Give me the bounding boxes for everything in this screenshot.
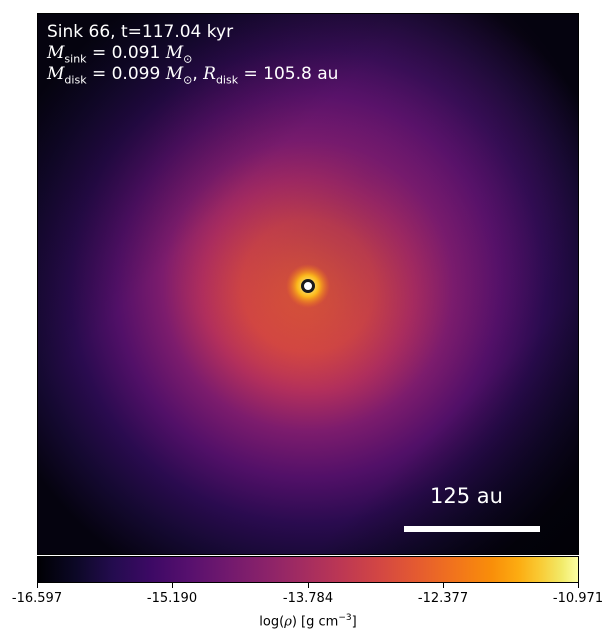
sink-info-line: Sink 66, t=117.04 kyr <box>47 22 234 42</box>
colorbar-tick-label-4: -10.971 <box>552 591 604 606</box>
rdisk-subscript: disk <box>215 73 239 87</box>
msink-subscript: sink <box>64 52 87 66</box>
sink-marker <box>301 279 315 293</box>
msun-symbol: M <box>165 43 184 63</box>
colorbar-tick-3 <box>443 583 444 588</box>
colorbar-tick-label-0: -16.597 <box>11 591 63 606</box>
rdisk-symbol: R <box>203 64 216 84</box>
msink-value: = 0.091 <box>86 43 166 63</box>
mdisk-subscript: disk <box>64 73 87 87</box>
msun-subscript-2: ⊙ <box>183 73 193 87</box>
colorbar-tick-label-3: -12.377 <box>417 591 469 606</box>
scale-bar <box>404 526 540 532</box>
msun-subscript: ⊙ <box>183 52 193 66</box>
msun-symbol-2: M <box>165 64 184 84</box>
colorbar-label: log(ρ) [g cm−3] <box>259 613 357 630</box>
colorbar-tick-2 <box>308 583 309 588</box>
colorbar-tick-4 <box>578 583 579 588</box>
mdisk-value: = 0.099 <box>86 64 166 84</box>
disk-properties-line: Mdisk = 0.099 M⊙, Rdisk = 105.8 au <box>47 64 339 87</box>
scale-bar-label: 125 au <box>430 484 503 508</box>
colorbar-tick-label-2: -13.784 <box>282 591 334 606</box>
colorbar-tick-0 <box>37 583 38 588</box>
colorbar-tick-1 <box>172 583 173 588</box>
colorbar <box>37 556 579 583</box>
sink-mass-line: Msink = 0.091 M⊙ <box>47 43 192 69</box>
units-exponent: −3 <box>338 613 352 623</box>
density-field <box>38 14 578 554</box>
msink-symbol: M <box>47 43 65 63</box>
rho-symbol: ρ <box>284 614 292 630</box>
density-map: Sink 66, t=117.04 kyr Msink = 0.091 M⊙ M… <box>37 13 579 555</box>
mdisk-symbol: M <box>47 64 65 84</box>
colorbar-tick-label-1: -15.190 <box>146 591 198 606</box>
rdisk-value: = 105.8 au <box>238 64 339 84</box>
